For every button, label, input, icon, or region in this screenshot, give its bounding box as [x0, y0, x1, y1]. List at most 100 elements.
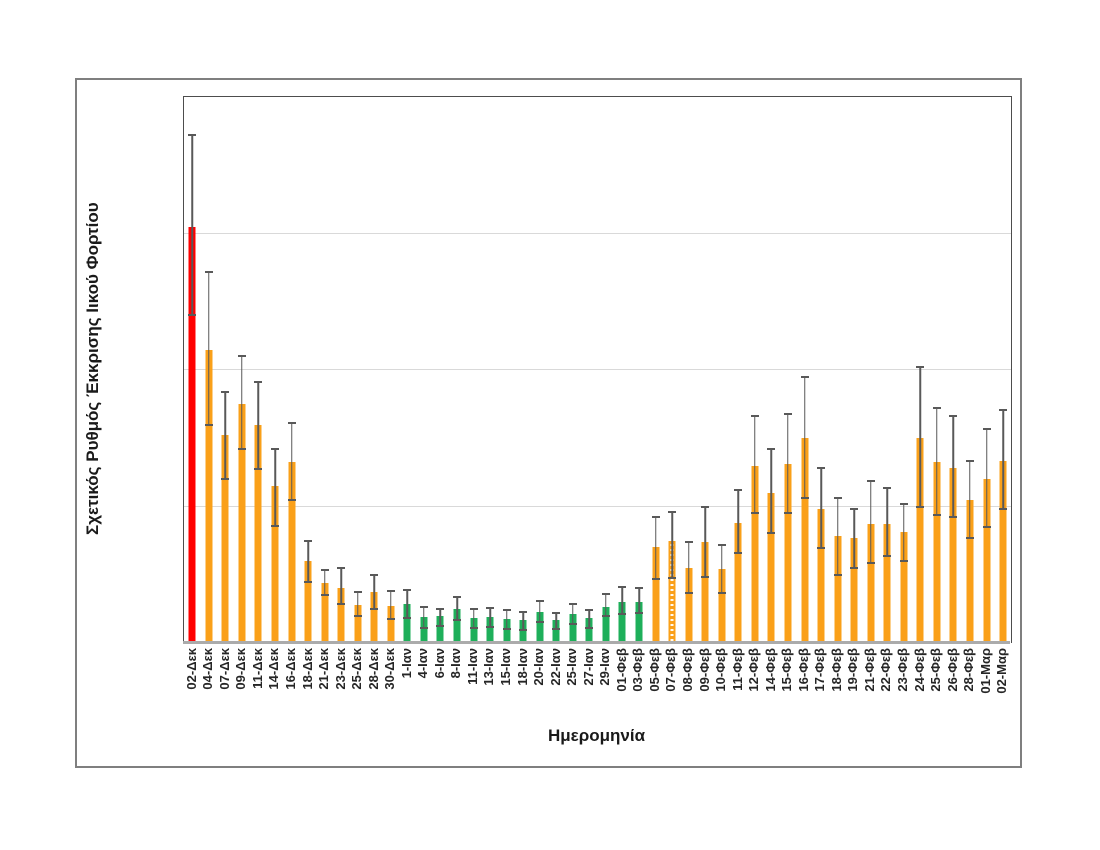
error-bar [224, 391, 227, 480]
x-tick-label: 1-Ιαν [398, 648, 414, 679]
error-bar-cap-top [535, 599, 544, 602]
error-bar [936, 407, 938, 516]
bar [784, 464, 792, 643]
bar-slot [581, 97, 598, 643]
bar-slot [780, 97, 797, 643]
error-bar-cap-top [635, 586, 644, 589]
bar-slot [250, 97, 267, 643]
error-bar [787, 414, 789, 514]
error-bar-cap-bottom [999, 507, 1008, 510]
x-tick-label: 03-Φεβ [630, 648, 646, 692]
error-bar [539, 600, 541, 622]
bar [436, 615, 444, 643]
error-bar-cap-bottom [188, 314, 197, 317]
bar [585, 617, 593, 643]
bar [602, 606, 610, 643]
x-tick-label: 05-Φεβ [646, 648, 662, 692]
x-tick-label: 22-Φεβ [878, 648, 894, 692]
error-bar-cap-top [568, 603, 577, 606]
error-bar-cap-bottom [668, 577, 677, 580]
error-bar-cap-top [221, 390, 230, 393]
bar-slot [383, 97, 400, 643]
error-bar-cap-top [750, 415, 759, 418]
error-bar-cap-top [899, 502, 908, 505]
gridline [184, 232, 1011, 234]
error-bar-cap-top [800, 375, 809, 378]
bar-slot [714, 97, 731, 643]
error-bar-cap-bottom [965, 536, 974, 539]
error-bar [919, 366, 922, 507]
error-bar [1002, 410, 1004, 509]
error-bar-cap-top [502, 609, 511, 612]
bar [900, 532, 908, 643]
error-bar-cap-bottom [552, 627, 561, 630]
gridline [184, 369, 1011, 370]
error-bar-cap-bottom [717, 591, 726, 594]
plot-area [183, 96, 1012, 643]
error-bar-cap-top [320, 568, 329, 571]
error-bar [820, 467, 822, 549]
bar [486, 617, 494, 643]
error-bar [307, 540, 309, 582]
error-bar-cap-bottom [701, 575, 710, 578]
x-tick-label: 02-Δεκ [183, 648, 199, 690]
bar-slot [829, 97, 846, 643]
bar-slot [515, 97, 532, 643]
error-bar [985, 429, 988, 527]
error-bar-cap-bottom [635, 611, 644, 614]
error-bar [356, 591, 359, 616]
x-tick-label: 10-Φεβ [713, 648, 729, 692]
error-bar-cap-bottom [750, 512, 759, 515]
bar [701, 542, 709, 643]
error-bar [687, 542, 690, 593]
bar-slot [879, 97, 896, 643]
bar [221, 434, 229, 643]
bar [916, 438, 924, 643]
error-bar-cap-bottom [469, 627, 478, 629]
x-tick-label: 21-Δεκ [316, 648, 332, 690]
error-bar-cap-bottom [883, 554, 892, 557]
error-bar-cap-bottom [353, 614, 362, 617]
bar [966, 500, 974, 643]
error-bar-cap-top [866, 479, 875, 482]
error-bar-cap-top [916, 365, 925, 368]
error-bar-cap-bottom [585, 627, 594, 629]
bar-slot [631, 97, 648, 643]
bar [536, 611, 544, 643]
bar [321, 582, 329, 643]
error-bar-cap-bottom [618, 612, 627, 615]
bar [354, 605, 362, 643]
x-tick-label: 17-Φεβ [812, 648, 828, 692]
error-bar [555, 612, 558, 629]
bar [718, 568, 726, 643]
error-bar [803, 376, 806, 498]
bar-slot [796, 97, 813, 643]
bar-slot [730, 97, 747, 643]
x-tick-label: 21-Φεβ [861, 648, 877, 692]
y-axis-title: Σχετικός Ρυθμός Έκκρισης Ιικού Φορτίου [83, 202, 102, 536]
error-bar-cap-bottom [535, 620, 544, 623]
bar [387, 606, 395, 643]
x-tick-label: 14-Φεβ [762, 648, 778, 692]
bar-slot [862, 97, 879, 643]
error-bar-cap-top [552, 611, 561, 614]
bar [933, 462, 941, 643]
error-bar [522, 611, 524, 631]
error-bar-cap-top [519, 610, 528, 613]
error-bar [886, 488, 888, 556]
bar [999, 460, 1007, 643]
chart-frame [75, 78, 1022, 768]
x-tick-label: 02-Μαρ [994, 648, 1010, 694]
bar-slot [333, 97, 350, 643]
error-bar [439, 608, 442, 626]
bar-slot [929, 97, 946, 643]
bar-slot [201, 97, 218, 643]
error-bar-cap-bottom [519, 629, 528, 632]
x-tick-label: 25-Φεβ [928, 648, 944, 692]
error-bar-cap-top [419, 605, 428, 608]
x-tick-label: 18-Δεκ [299, 648, 315, 690]
error-bar-cap-bottom [237, 447, 246, 450]
bar [867, 523, 875, 643]
error-bar-cap-bottom [601, 614, 610, 617]
bar [569, 614, 577, 643]
